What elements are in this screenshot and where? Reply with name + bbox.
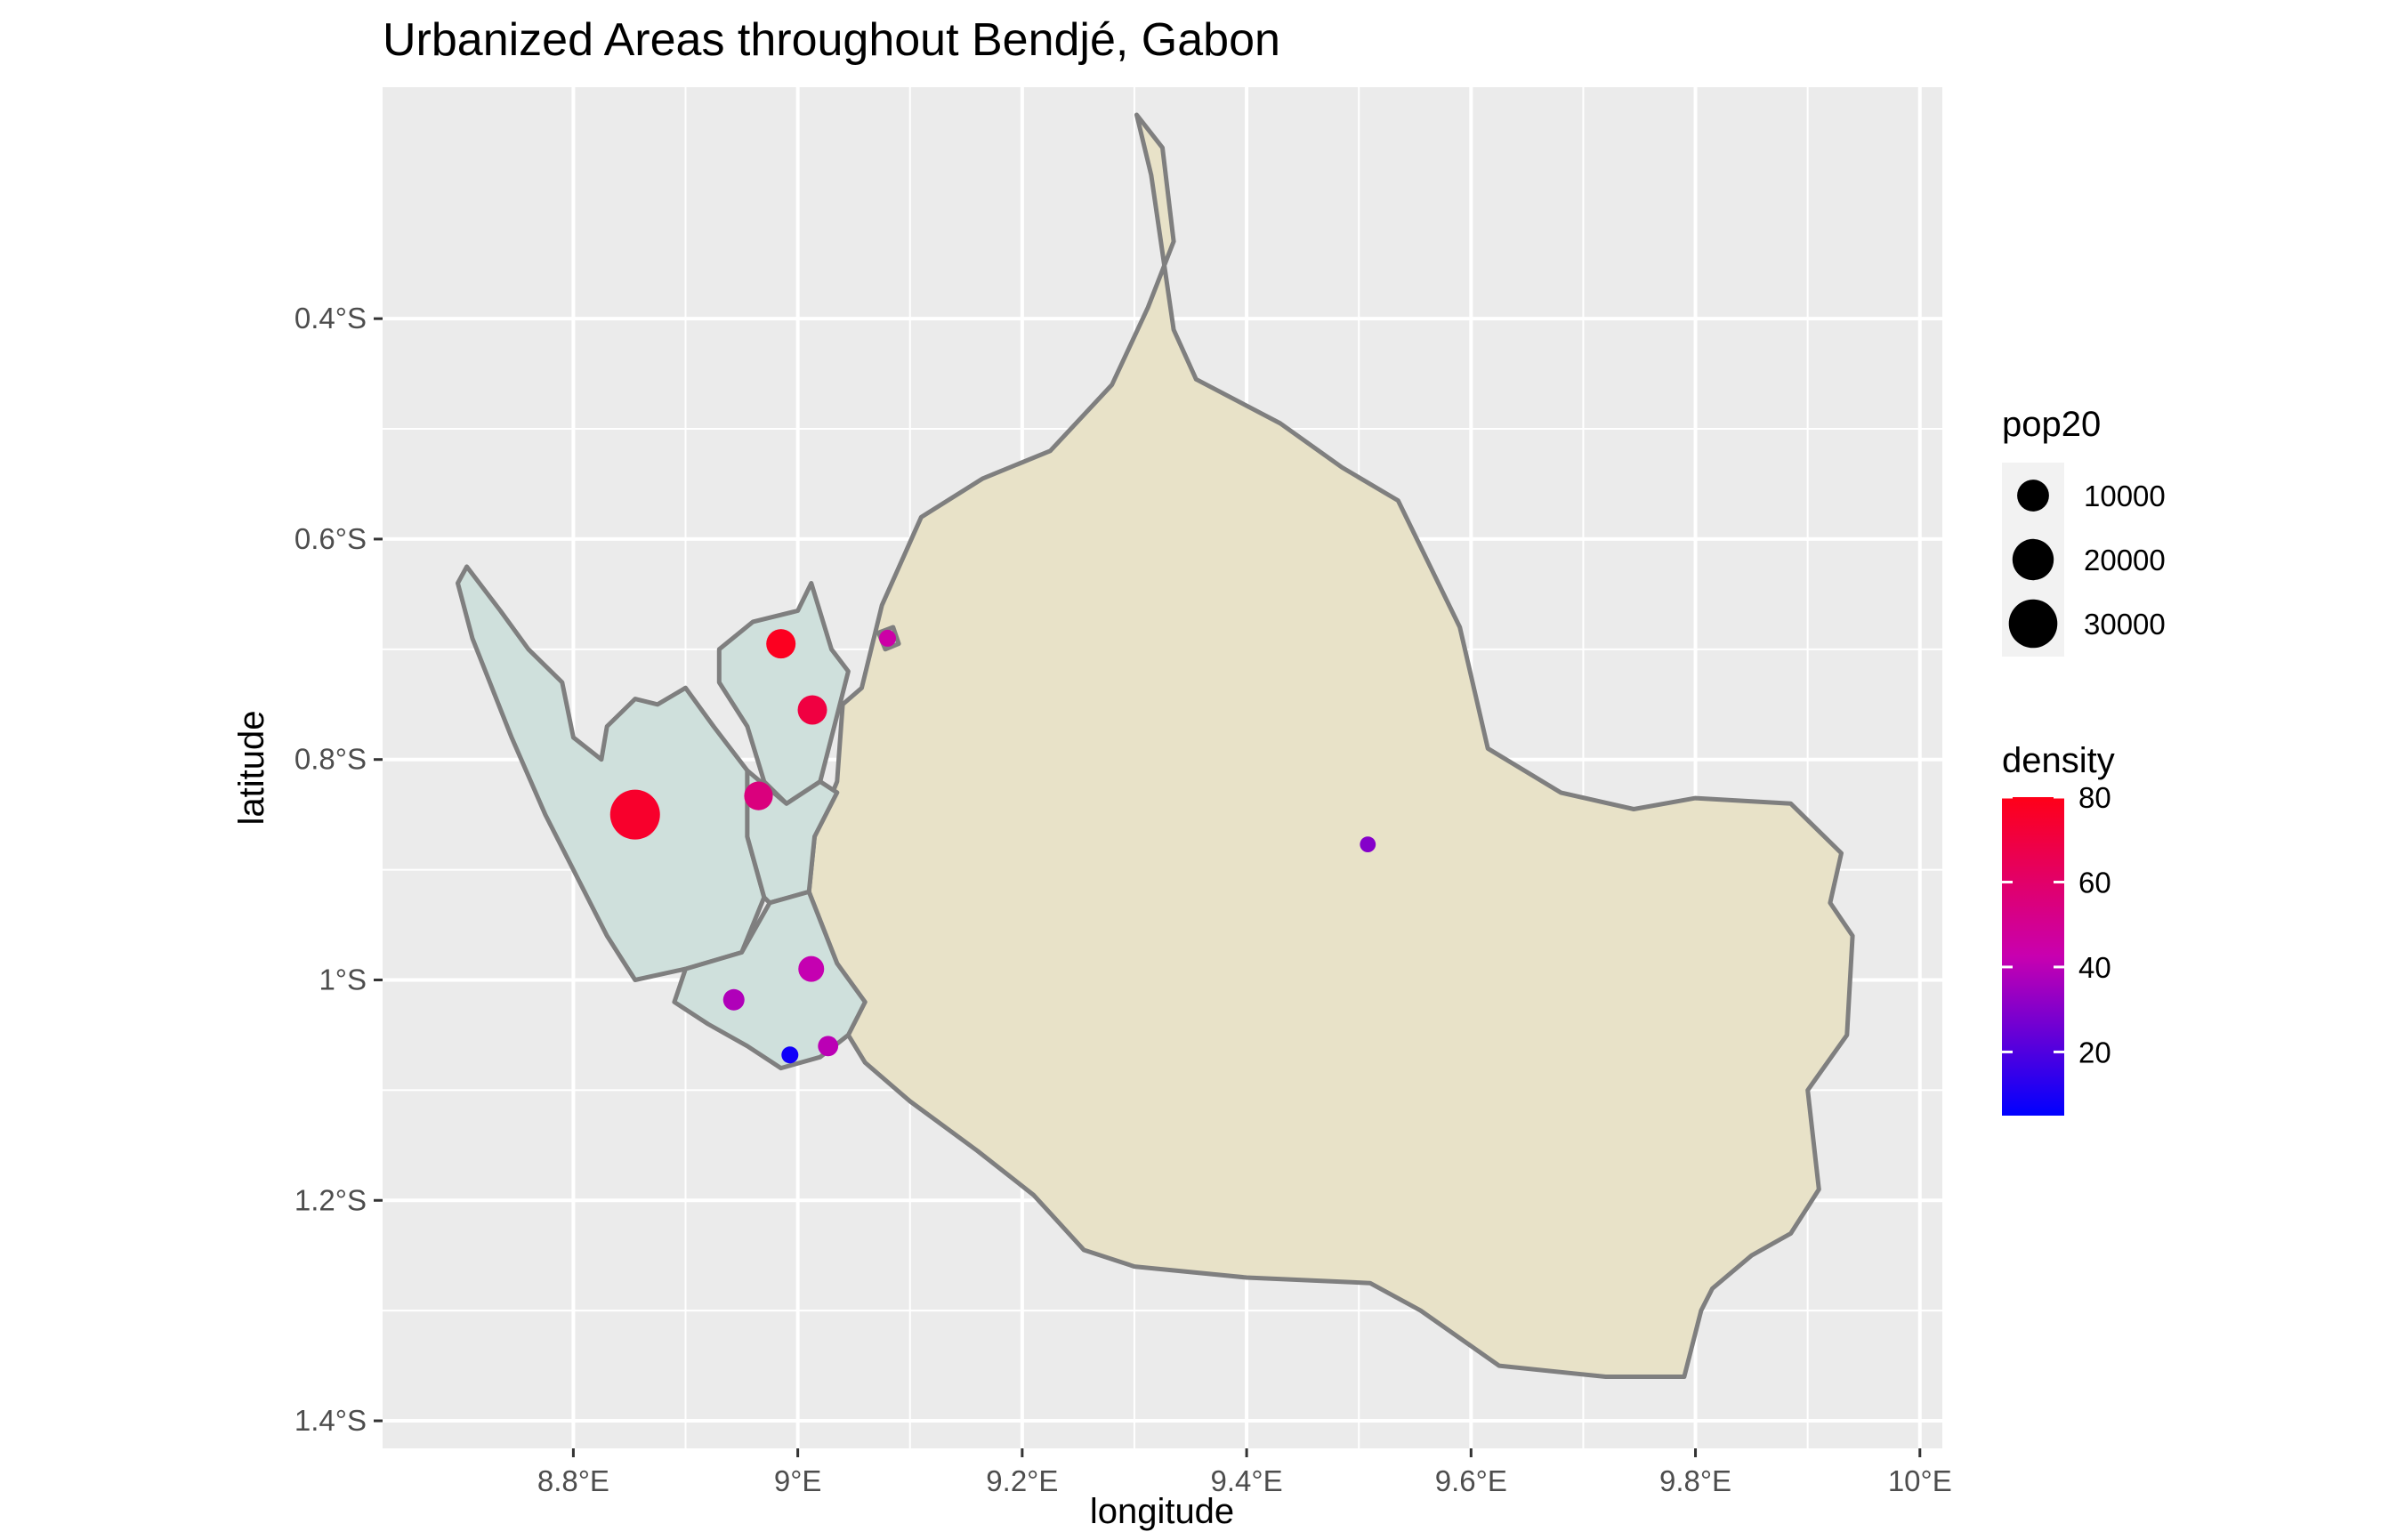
y-tick-label: 0.4°S — [295, 302, 367, 335]
region-outline — [806, 112, 1855, 1379]
legend-color-label: 80 — [2078, 781, 2111, 814]
chart-title: Urbanized Areas throughout Bendjé, Gabon — [383, 14, 1280, 66]
urban-point — [798, 955, 825, 982]
y-tick-label: 1.4°S — [295, 1404, 367, 1437]
x-tick-label: 10°E — [1888, 1464, 1952, 1497]
urban-area-south — [672, 889, 868, 1071]
urban-point — [1360, 836, 1376, 853]
x-axis-title: longitude — [1090, 1492, 1234, 1531]
legend-size-dot — [2012, 538, 2054, 581]
legend-size-dot — [2008, 599, 2058, 649]
x-tick-label: 9.6°E — [1435, 1464, 1507, 1497]
legend-size-label: 30000 — [2084, 608, 2166, 641]
legend-color: density 80 60 40 20 — [2002, 741, 2115, 1116]
legend-size: pop20 10000 20000 30000 — [2002, 405, 2166, 657]
legend-color-label: 40 — [2078, 951, 2111, 984]
y-tick-label: 0.6°S — [295, 522, 367, 555]
urban-point — [818, 1036, 839, 1057]
x-tick-label: 9.4°E — [1211, 1464, 1283, 1497]
x-tick-label: 8.8°E — [537, 1464, 609, 1497]
legend-color-bar — [2002, 797, 2064, 1116]
legend-size-label: 10000 — [2084, 480, 2166, 512]
legend-size-title: pop20 — [2002, 405, 2101, 444]
legend-color-label: 60 — [2078, 866, 2111, 899]
y-axis-title: latitude — [232, 711, 271, 826]
x-tick-label: 9.8°E — [1659, 1464, 1731, 1497]
legend-size-label: 20000 — [2084, 544, 2166, 576]
urban-point — [744, 781, 773, 810]
map-regions — [456, 112, 1855, 1379]
y-tick-label: 1.2°S — [295, 1183, 367, 1216]
urban-points — [609, 629, 1376, 1064]
urban-point — [781, 1046, 799, 1064]
urban-point — [722, 988, 745, 1011]
urban-point — [766, 629, 796, 659]
urban-point — [797, 695, 827, 725]
legend-size-dot — [2017, 480, 2049, 512]
urban-point — [609, 789, 660, 840]
y-tick-label: 0.8°S — [295, 743, 367, 776]
y-tick-label: 1°S — [319, 963, 367, 996]
legend-color-title: density — [2002, 741, 2115, 780]
x-tick-label: 9.2°E — [986, 1464, 1058, 1497]
urban-point — [879, 629, 897, 647]
urban-area-north — [716, 581, 851, 806]
axes: 8.8°E 9°E 9.2°E 9.4°E 9.6°E 9.8°E 10°E 0.4°S 0.6… — [295, 302, 1952, 1497]
x-tick-label: 9°E — [774, 1464, 822, 1497]
legend-color-label: 20 — [2078, 1036, 2111, 1068]
